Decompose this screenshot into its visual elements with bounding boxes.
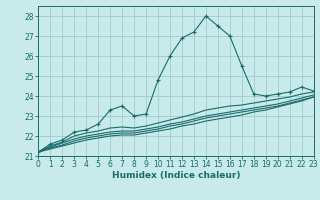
X-axis label: Humidex (Indice chaleur): Humidex (Indice chaleur)	[112, 171, 240, 180]
